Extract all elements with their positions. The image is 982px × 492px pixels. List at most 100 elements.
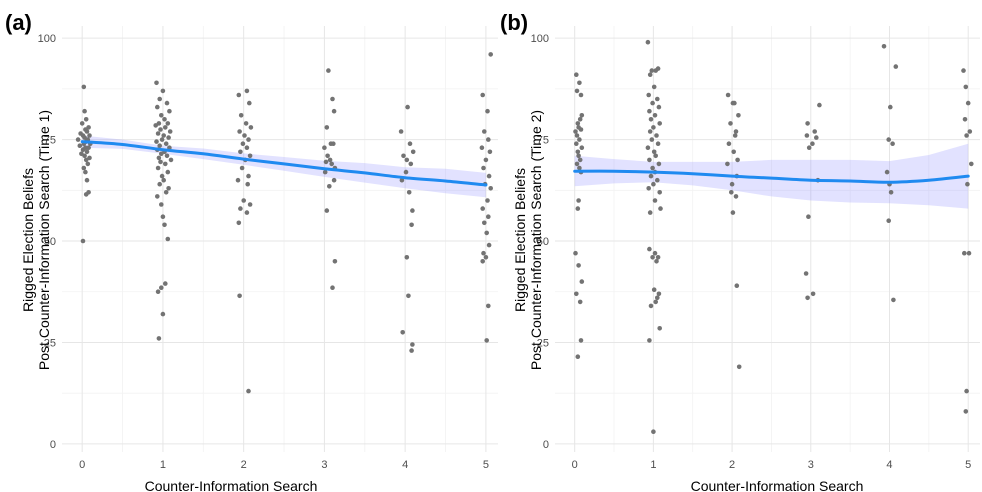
panel-a-y-tick-0: 0: [50, 439, 56, 451]
panel-b-grid: [555, 26, 980, 452]
panel-b-data-point: [649, 137, 655, 142]
panel-a-data-point: [164, 100, 170, 106]
panel-a-data-point: [331, 177, 337, 183]
panel-a-data-point: [410, 342, 415, 347]
panel-b-data-point: [810, 291, 816, 297]
panel-b-data-point: [731, 149, 736, 155]
panel-a-data-point: [166, 135, 171, 140]
panel-a-data-point: [159, 285, 164, 291]
panel-a-data-point: [84, 177, 90, 183]
panel-b-y-axis-title-line-1: Rigged Election Beliefs: [512, 168, 528, 312]
panel-a-data-point: [399, 177, 405, 183]
panel-a-data-point: [83, 157, 89, 163]
panel-a-y-tick-100: 100: [38, 33, 56, 45]
panel-b-data-point: [574, 141, 579, 146]
panel-b-data-point: [648, 303, 654, 309]
panel-a-x-tick-labels: 0 1 2 3 4 5: [79, 459, 489, 471]
panel-b-data-point: [574, 133, 580, 138]
panel-b-data-point: [963, 409, 969, 414]
panel-a-data-point: [246, 137, 251, 142]
panel-b-data-point: [735, 157, 740, 163]
panel-a-data-point: [79, 121, 85, 126]
panel-a-data-point: [80, 238, 86, 244]
panel-a: (a) 0 25 50 75 100 0 1 2 3 4 5 Counter-Informatio…: [5, 10, 498, 492]
panel-b-data-point: [732, 133, 738, 138]
panel-a-data-point: [158, 159, 163, 165]
panel-a-y-axis-title: Rigged Election Beliefs Post Counter-Inf…: [20, 110, 52, 370]
panel-b-data-point: [579, 113, 585, 118]
panel-b-data-point: [654, 133, 659, 138]
panel-b-data-point: [650, 254, 655, 260]
panel-a-data-point: [486, 242, 492, 248]
panel-b-data-point: [812, 129, 817, 134]
panel-a-data-point: [246, 388, 251, 394]
panel-b-data-point: [655, 66, 661, 71]
panel-b-data-point: [725, 161, 730, 167]
panel-b-data-point: [577, 299, 583, 305]
panel-b-data-point: [575, 149, 581, 155]
panel-a-data-point: [158, 127, 163, 132]
panel-a-data-point: [403, 169, 409, 175]
panel-a-data-point: [484, 338, 490, 343]
panel-a-data-point: [410, 149, 416, 155]
panel-b-data-point: [573, 250, 578, 256]
panel-b-data-point: [654, 259, 659, 264]
panel-a-data-point: [405, 104, 410, 110]
panel-b-data-point: [962, 117, 968, 122]
panel-b-data-point: [881, 44, 887, 49]
panel-a-data-point: [241, 198, 246, 203]
panel-b-data-point: [805, 121, 810, 126]
panel-b-data-point: [576, 198, 581, 203]
panel-a-data-point: [155, 104, 160, 110]
panel-b-data-point: [733, 194, 739, 199]
panel-b-data-point: [647, 129, 653, 134]
panel-a-data-point: [85, 161, 91, 167]
panel-a-data-point: [87, 133, 92, 138]
panel-b-data-point: [575, 206, 581, 211]
panel-b-data-point: [651, 287, 657, 293]
panel-b-data-point: [966, 250, 972, 256]
panel-b-smooth-line: [573, 169, 970, 184]
panel-b: (b) 0 25 50 75 100 0 1 2 3 4 5 Counter-Informatio…: [500, 10, 980, 492]
panel-a-data-point: [84, 129, 90, 134]
panel-b-y-tick-labels: 0 25 50 75 100: [531, 33, 549, 451]
panel-a-data-point: [331, 141, 336, 146]
panel-a-data-point: [326, 68, 331, 73]
panel-b-confidence-band: [574, 143, 969, 209]
panel-b-data-point: [647, 72, 653, 77]
panel-a-data-point: [482, 220, 487, 226]
panel-b-data-point: [810, 141, 815, 146]
panel-a-data-point: [332, 259, 338, 264]
panel-b-data-point: [578, 338, 584, 343]
panel-b-x-tick-3: 3: [808, 459, 814, 471]
panel-a-data-point: [75, 137, 81, 142]
panel-a-data-point: [486, 214, 491, 219]
panel-a-data-point: [77, 143, 83, 148]
panel-b-data-point: [579, 279, 585, 284]
panel-a-data-point: [238, 113, 244, 118]
panel-a-data-point: [159, 173, 165, 179]
panel-b-data-point: [645, 145, 651, 150]
panel-b-data-point: [804, 133, 810, 138]
panel-a-data-point: [153, 123, 158, 128]
panel-a-data-point: [163, 161, 168, 167]
panel-a-y-tick-25: 25: [44, 337, 56, 349]
panel-a-data-point: [157, 96, 162, 102]
panel-a-data-point: [154, 139, 159, 144]
panel-a-data-point: [163, 281, 168, 286]
panel-a-y-tick-75: 75: [44, 135, 56, 147]
panel-b-data-point: [886, 137, 891, 142]
panel-a-data-point: [159, 113, 164, 118]
panel-a-data-point: [400, 330, 406, 335]
panel-a-data-point: [157, 181, 162, 187]
panel-b-data-point: [964, 133, 969, 138]
panel-a-data-point: [154, 80, 159, 86]
panel-a-data-point: [409, 222, 414, 228]
panel-a-data-point: [167, 129, 173, 134]
panel-b-data-point: [647, 338, 652, 343]
panel-b-data-point: [646, 186, 651, 191]
panel-b-data-point: [646, 92, 651, 98]
panel-b-data-point: [963, 84, 969, 90]
panel-a-x-tick-3: 3: [321, 459, 327, 471]
